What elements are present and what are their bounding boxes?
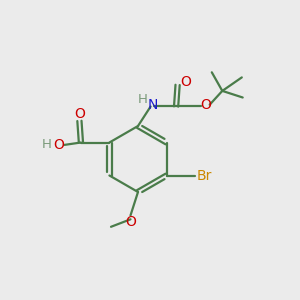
Text: O: O	[54, 138, 64, 152]
Text: H: H	[42, 138, 52, 152]
Text: O: O	[181, 75, 191, 89]
Text: H: H	[137, 93, 147, 106]
Text: Br: Br	[196, 169, 212, 182]
Text: O: O	[125, 215, 136, 229]
Text: O: O	[200, 98, 211, 112]
Text: N: N	[147, 98, 158, 112]
Text: O: O	[75, 107, 86, 121]
